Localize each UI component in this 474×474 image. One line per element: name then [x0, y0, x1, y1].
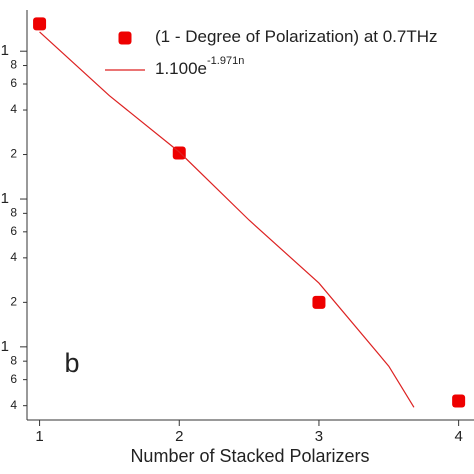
x-tick-label: 3	[315, 428, 323, 445]
y-tick-label: 1	[1, 338, 9, 355]
y-tick-label: 8	[10, 58, 17, 72]
marker	[452, 394, 466, 408]
legend-marker	[118, 31, 132, 45]
y-tick-label: 2	[10, 295, 17, 309]
marker	[312, 295, 326, 309]
y-tick-label: 1	[1, 190, 9, 207]
panel-label: b	[64, 348, 79, 378]
legend-exponent: -1.971n	[207, 55, 244, 67]
y-tick-label: 6	[10, 372, 17, 386]
y-tick-label: 8	[10, 206, 17, 220]
legend-label: (1 - Degree of Polarization) at 0.7THz	[155, 27, 438, 46]
x-tick-label: 4	[454, 428, 462, 445]
y-tick-label: 4	[10, 250, 17, 264]
marker	[33, 17, 47, 31]
fit-line	[39, 31, 415, 408]
y-tick-label: 6	[10, 224, 17, 238]
y-tick-label: 1	[1, 42, 9, 59]
x-tick-label: 2	[175, 428, 183, 445]
legend-text: (1 - Degree of Polarization) at 0.7THz	[155, 27, 438, 46]
y-tick-label: 4	[10, 102, 17, 116]
y-tick-label: 8	[10, 353, 17, 367]
x-tick-label: 1	[35, 428, 43, 445]
legend-text: 1.100e	[155, 59, 207, 78]
y-tick-label: 2	[10, 147, 17, 161]
y-tick-label: 4	[10, 398, 17, 412]
y-tick-label: 6	[10, 76, 17, 90]
legend-label: 1.100e-1.971n	[155, 55, 244, 79]
x-axis-label: Number of Stacked Polarizers	[130, 446, 369, 466]
